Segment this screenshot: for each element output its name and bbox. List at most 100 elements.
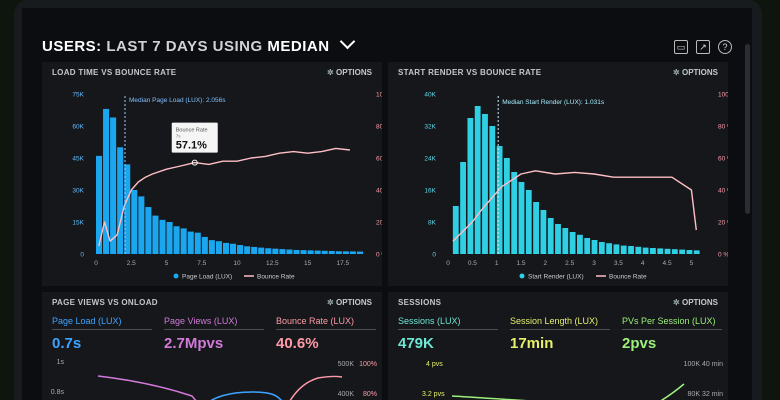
metric-value-sessions: 479K bbox=[398, 335, 434, 352]
x-axis-tick: 10 bbox=[233, 260, 241, 267]
x-axis-tick: 4 bbox=[641, 260, 645, 267]
tick-label: 4 pvs bbox=[426, 361, 443, 368]
panel-start-render: START RENDER VS BOUNCE RATE OPTIONS 40K 3… bbox=[388, 62, 728, 286]
bar bbox=[356, 251, 363, 254]
bar bbox=[503, 158, 510, 254]
panel-load-time: LOAD TIME VS BOUNCE RATE OPTIONS 75K 60K 4… bbox=[42, 62, 382, 286]
y-axis-left-tick: 75K bbox=[72, 92, 84, 99]
legend-swatch bbox=[173, 273, 179, 279]
load-time-chart: 75K 60K 45K 30K 15K 0 100 % 80 % 60 % 40 % 20 % 0 %… bbox=[72, 92, 382, 281]
bar bbox=[96, 155, 103, 254]
monitor-icon[interactable]: ▭ bbox=[674, 40, 688, 54]
tick-label: 80K bbox=[688, 391, 701, 398]
metric-value-bounce-rate: 40.6% bbox=[276, 335, 319, 352]
metric-label-session-length: Session Length (LUX) bbox=[510, 316, 599, 326]
median-label: Median Page Load (LUX): 2.056s bbox=[129, 97, 226, 104]
title-prefix: USERS: bbox=[42, 38, 102, 55]
bar bbox=[533, 202, 540, 254]
x-axis-tick: 12.5 bbox=[266, 260, 279, 267]
x-axis-tick: 17.5 bbox=[337, 260, 350, 267]
metric-label-pvs-per-session: PVs Per Session (LUX) bbox=[622, 316, 716, 326]
panel-title: START RENDER VS BOUNCE RATE bbox=[398, 68, 542, 77]
y-axis-left-tick: 16K bbox=[424, 188, 436, 195]
bar bbox=[237, 245, 244, 254]
x-axis-tick: 3 bbox=[592, 260, 596, 267]
bar bbox=[474, 106, 481, 254]
bounce-rate-line bbox=[98, 147, 350, 247]
dashboard-screen: USERS: LAST 7 DAYS USING MEDIAN ▭ ↗ ? LO… bbox=[22, 8, 752, 400]
y-axis-right-tick: 80 % bbox=[376, 124, 382, 131]
bar bbox=[511, 172, 518, 254]
x-axis-tick: 7.5 bbox=[197, 260, 206, 267]
scrollbar[interactable] bbox=[745, 44, 750, 214]
bar bbox=[222, 242, 229, 254]
bar bbox=[335, 251, 342, 254]
x-axis-tick: 2 bbox=[544, 260, 548, 267]
y-axis-right-tick: 80 % bbox=[718, 124, 728, 131]
sessions-series bbox=[660, 383, 685, 400]
tick-label: 80% bbox=[363, 391, 377, 398]
bar bbox=[286, 249, 293, 254]
tick-label: 500K bbox=[338, 361, 355, 368]
bar bbox=[686, 250, 693, 254]
legend-label: Page Load (LUX) bbox=[182, 274, 232, 281]
tick-label: 100K bbox=[684, 361, 701, 368]
metric-label-page-views: Page Views (LUX) bbox=[164, 316, 238, 326]
chevron-down-icon[interactable] bbox=[339, 33, 356, 50]
x-axis-tick: 1.5 bbox=[516, 260, 525, 267]
divider bbox=[164, 329, 264, 330]
metric-value-pvs-per-session: 2pvs bbox=[622, 335, 657, 352]
options-button[interactable]: OPTIONS bbox=[673, 298, 718, 307]
tick-label: 32 min bbox=[702, 391, 723, 398]
bar bbox=[152, 215, 159, 254]
x-axis-tick: 15 bbox=[304, 260, 312, 267]
header-actions: ▭ ↗ ? bbox=[674, 40, 732, 54]
panel-title: SESSIONS bbox=[398, 298, 442, 307]
hover-point bbox=[191, 159, 198, 166]
bar bbox=[145, 207, 152, 254]
y-axis-right-tick: 40 % bbox=[376, 188, 382, 195]
bar bbox=[606, 243, 613, 254]
tick-label: 400K bbox=[338, 391, 355, 398]
help-icon[interactable]: ? bbox=[718, 40, 732, 54]
title-using: USING bbox=[212, 38, 263, 55]
bar bbox=[110, 117, 117, 254]
bar bbox=[124, 164, 131, 254]
tick-label: 3.2 pvs bbox=[422, 391, 445, 398]
bar bbox=[642, 247, 649, 254]
panel-sessions: SESSIONS OPTIONS Sessions (LUX) 479K Ses… bbox=[388, 292, 728, 400]
bar bbox=[693, 250, 700, 254]
bar bbox=[265, 248, 272, 254]
bar bbox=[166, 222, 173, 254]
bar bbox=[467, 118, 474, 254]
metric-label-page-load: Page Load (LUX) bbox=[52, 316, 122, 326]
panel-page-views: PAGE VIEWS VS ONLOAD OPTIONS Page Load (… bbox=[42, 292, 382, 400]
bar bbox=[482, 114, 488, 254]
tooltip-value: 57.1% bbox=[176, 140, 207, 152]
bar bbox=[131, 190, 138, 254]
y-axis-left-tick: 45K bbox=[72, 156, 84, 163]
options-button[interactable]: OPTIONS bbox=[327, 298, 372, 307]
legend-label: Bounce Rate bbox=[609, 274, 647, 281]
options-button[interactable]: OPTIONS bbox=[673, 68, 718, 77]
legend-swatch bbox=[519, 273, 525, 279]
median-label: Median Start Render (LUX): 1.031s bbox=[502, 99, 605, 106]
bar bbox=[628, 246, 634, 254]
bar bbox=[230, 243, 237, 254]
page-views-chart: 1s 0.8s 500K 400K 100% 80% bbox=[51, 359, 377, 400]
share-icon[interactable]: ↗ bbox=[696, 40, 710, 54]
bar bbox=[620, 245, 627, 254]
options-button[interactable]: OPTIONS bbox=[327, 68, 372, 77]
tooltip-sublabel: 7s bbox=[176, 134, 182, 139]
tick-label: 40 min bbox=[702, 361, 723, 368]
x-axis-tick: 3.5 bbox=[614, 260, 623, 267]
title-aggregate: MEDIAN bbox=[267, 38, 330, 55]
dashboard-title[interactable]: USERS: LAST 7 DAYS USING MEDIAN bbox=[42, 33, 356, 55]
bar bbox=[489, 126, 496, 254]
bar bbox=[138, 196, 145, 254]
x-axis-tick: 2.5 bbox=[565, 260, 574, 267]
x-axis-tick: 2.5 bbox=[127, 260, 136, 267]
divider bbox=[622, 329, 722, 330]
y-axis-right-tick: 40 % bbox=[718, 188, 728, 195]
x-axis-tick: 5 bbox=[165, 260, 169, 267]
